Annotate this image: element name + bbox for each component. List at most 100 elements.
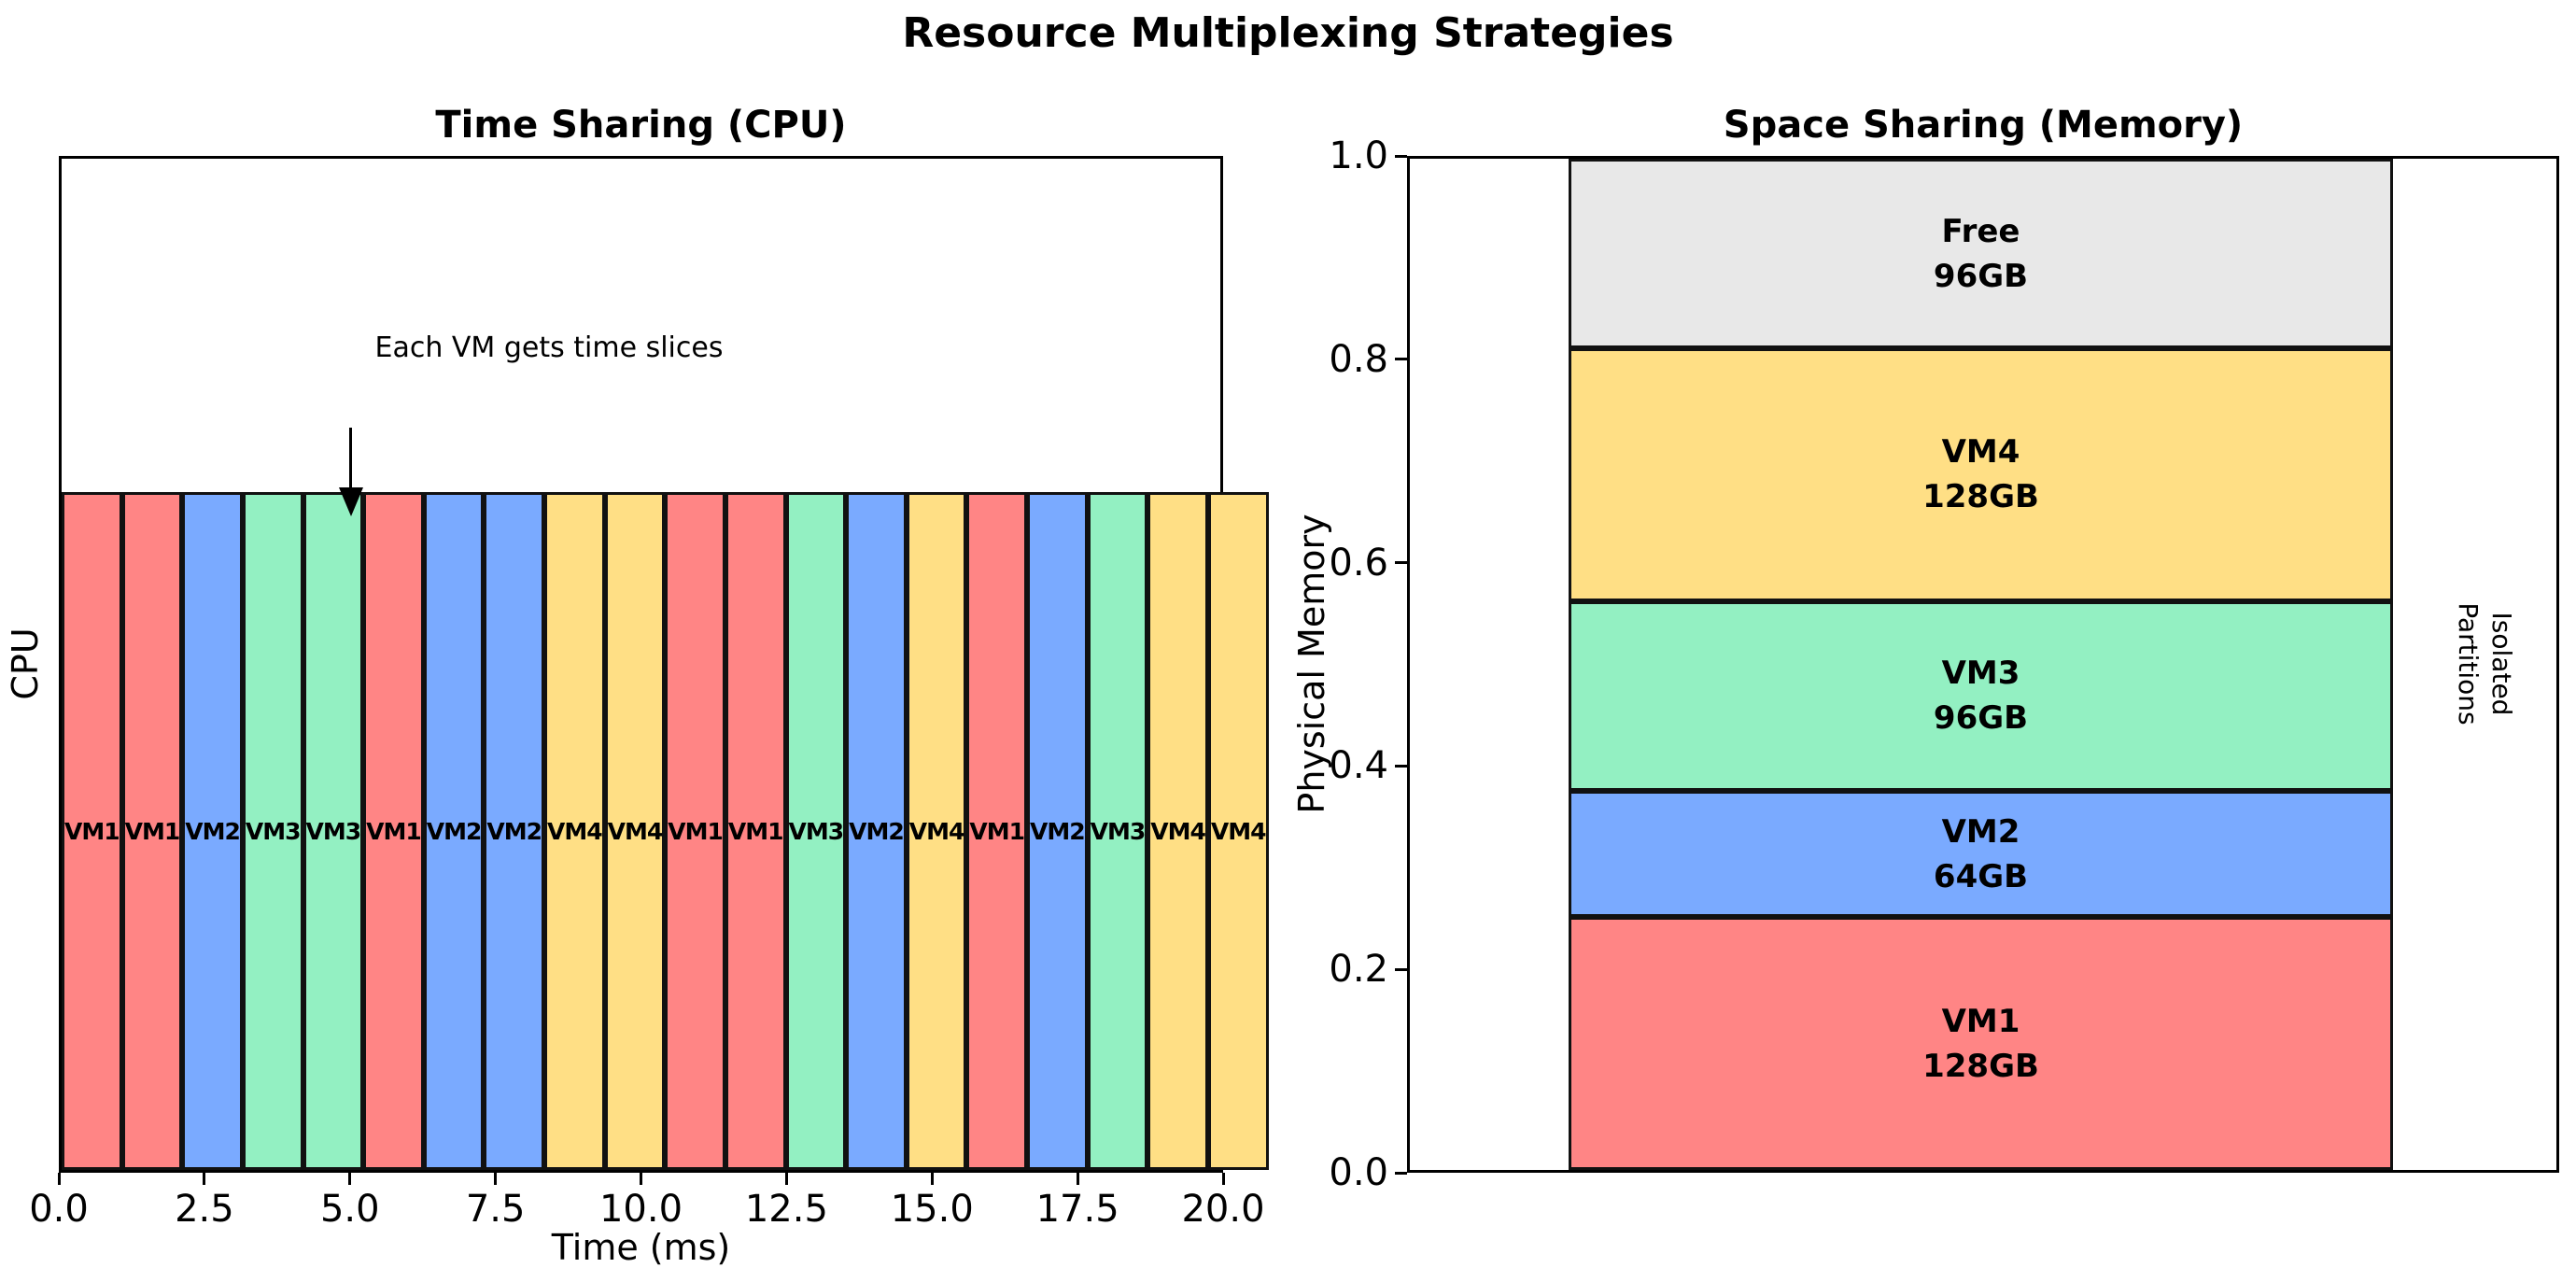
time-slice-vm1: VM1 <box>665 492 725 1170</box>
segment-name: VM4 <box>1941 433 2020 472</box>
x-tick-label: 0.0 <box>29 1188 89 1231</box>
segment-name: VM2 <box>1941 812 2020 851</box>
time-slice-label: VM1 <box>727 817 784 845</box>
memory-stacked-bar: VM1 128GB VM2 64GB VM3 96GB VM4 128GB Free 96GB <box>1569 159 2393 1170</box>
time-slice-vm2: VM2 <box>1027 492 1088 1170</box>
segment-size: 128GB <box>1922 478 2039 516</box>
time-slice-label: VM3 <box>305 817 362 845</box>
y-tick-mark <box>1395 154 1407 158</box>
isolated-partitions-label: Isolated Partitions <box>2451 602 2518 725</box>
memory-chart-title: Space Sharing (Memory) <box>1723 104 2244 147</box>
y-tick-mark <box>1395 764 1407 768</box>
segment-name: Free <box>1941 212 2020 250</box>
time-slice-vm3: VM3 <box>785 492 847 1170</box>
x-tick-mark <box>494 1173 498 1185</box>
time-slice-vm4: VM4 <box>1207 492 1269 1170</box>
time-slice-vm1: VM1 <box>62 492 122 1170</box>
time-slice-vm2: VM2 <box>846 492 907 1170</box>
time-slice-bars: VM1 VM1 VM2 VM3 VM3 VM1 VM2 VM2 VM4 VM4 VM1 VM1 VM3 V… <box>62 492 1269 1170</box>
time-slice-vm3: VM3 <box>303 492 364 1170</box>
x-tick-mark <box>57 1173 61 1185</box>
time-slice-vm3: VM3 <box>242 492 303 1170</box>
down-arrow-head <box>339 487 363 516</box>
y-tick-label: 0.2 <box>1329 948 1388 992</box>
y-tick-mark <box>1395 967 1407 971</box>
x-tick-mark <box>930 1173 934 1185</box>
time-slice-label: VM1 <box>64 817 120 845</box>
x-tick-mark <box>640 1173 642 1185</box>
memory-segment-vm1: VM1 128GB <box>1569 917 2393 1170</box>
x-tick-mark <box>203 1173 206 1185</box>
annotation-text: Each VM gets time slices <box>374 331 724 364</box>
isolated-partitions-line2: Partitions <box>2453 602 2484 726</box>
memory-segment-vm2: VM2 64GB <box>1569 790 2393 918</box>
cpu-y-axis-label: CPU <box>5 627 46 700</box>
isolated-partitions-line1: Isolated <box>2486 612 2517 716</box>
cpu-chart-title: Time Sharing (CPU) <box>435 104 847 147</box>
time-slice-vm4: VM4 <box>906 492 967 1170</box>
cpu-plot-area: VM1 VM1 VM2 VM3 VM3 VM1 VM2 VM2 VM4 VM4 VM1 VM1 VM3 V… <box>59 156 1269 1173</box>
time-slice-vm3: VM3 <box>1087 492 1148 1170</box>
x-tick-mark <box>784 1173 788 1185</box>
time-slice-label: VM1 <box>668 817 724 845</box>
time-slice-label: VM2 <box>849 817 905 845</box>
segment-size: 96GB <box>1933 699 2029 738</box>
y-tick-mark <box>1395 1171 1407 1175</box>
x-tick-mark <box>1221 1173 1225 1185</box>
segment-size: 128GB <box>1922 1047 2039 1085</box>
y-tick-label: 1.0 <box>1329 134 1388 177</box>
time-slice-label: VM4 <box>1150 817 1206 845</box>
segment-size: 64GB <box>1933 857 2029 895</box>
time-slice-vm1: VM1 <box>966 492 1027 1170</box>
memory-segment-free: Free 96GB <box>1569 159 2393 349</box>
memory-segment-vm3: VM3 96GB <box>1569 600 2393 791</box>
x-tick-label: 7.5 <box>465 1188 526 1231</box>
time-slice-label: VM2 <box>426 817 483 845</box>
time-slice-label: VM4 <box>607 817 664 845</box>
time-slice-vm2: VM2 <box>182 492 243 1170</box>
memory-plot-area: VM1 128GB VM2 64GB VM3 96GB VM4 128GB Free 96GB <box>1407 156 2559 1173</box>
down-arrow-line <box>349 428 352 489</box>
cpu-x-axis-label: Time (ms) <box>551 1227 731 1268</box>
time-slice-label: VM1 <box>969 817 1025 845</box>
time-slice-vm4: VM4 <box>604 492 666 1170</box>
time-slice-vm1: VM1 <box>121 492 183 1170</box>
x-tick-label: 20.0 <box>1181 1188 1265 1231</box>
y-tick-mark <box>1395 358 1407 361</box>
time-slice-label: VM3 <box>245 817 302 845</box>
time-slice-label: VM2 <box>185 817 241 845</box>
x-tick-label: 12.5 <box>744 1188 828 1231</box>
x-tick-label: 15.0 <box>890 1188 974 1231</box>
y-tick-label: 0.6 <box>1329 541 1388 585</box>
time-slice-label: VM2 <box>1030 817 1086 845</box>
time-slice-label: VM4 <box>547 817 603 845</box>
time-slice-label: VM1 <box>124 817 181 845</box>
time-slice-label: VM4 <box>908 817 965 845</box>
time-slice-vm2: VM2 <box>423 492 485 1170</box>
time-slice-vm1: VM1 <box>363 492 424 1170</box>
time-slice-vm4: VM4 <box>544 492 605 1170</box>
segment-name: VM3 <box>1941 655 2020 693</box>
y-tick-label: 0.8 <box>1329 337 1388 381</box>
x-tick-mark <box>1076 1173 1079 1185</box>
cpu-x-axis-ticks: 0.0 2.5 5.0 7.5 10.0 12.5 15.0 17.5 20.0 <box>29 1173 1265 1275</box>
x-tick-mark <box>348 1173 352 1185</box>
x-tick-label: 17.5 <box>1035 1188 1119 1231</box>
time-slice-vm4: VM4 <box>1147 492 1208 1170</box>
x-tick-label: 10.0 <box>598 1188 683 1231</box>
y-tick-label: 0.4 <box>1329 744 1388 788</box>
segment-size: 96GB <box>1933 257 2029 295</box>
time-slice-label: VM1 <box>366 817 422 845</box>
time-slice-label: VM4 <box>1210 817 1267 845</box>
time-slice-label: VM2 <box>486 817 542 845</box>
segment-name: VM1 <box>1941 1002 2020 1040</box>
y-tick-mark <box>1395 561 1407 565</box>
memory-segment-vm4: VM4 128GB <box>1569 348 2393 601</box>
y-tick-label: 0.0 <box>1329 1151 1388 1194</box>
time-slice-vm1: VM1 <box>725 492 786 1170</box>
x-tick-label: 5.0 <box>319 1188 380 1231</box>
time-slice-vm2: VM2 <box>484 492 544 1170</box>
figure-title: Resource Multiplexing Strategies <box>902 9 1674 57</box>
x-tick-label: 2.5 <box>175 1188 234 1231</box>
